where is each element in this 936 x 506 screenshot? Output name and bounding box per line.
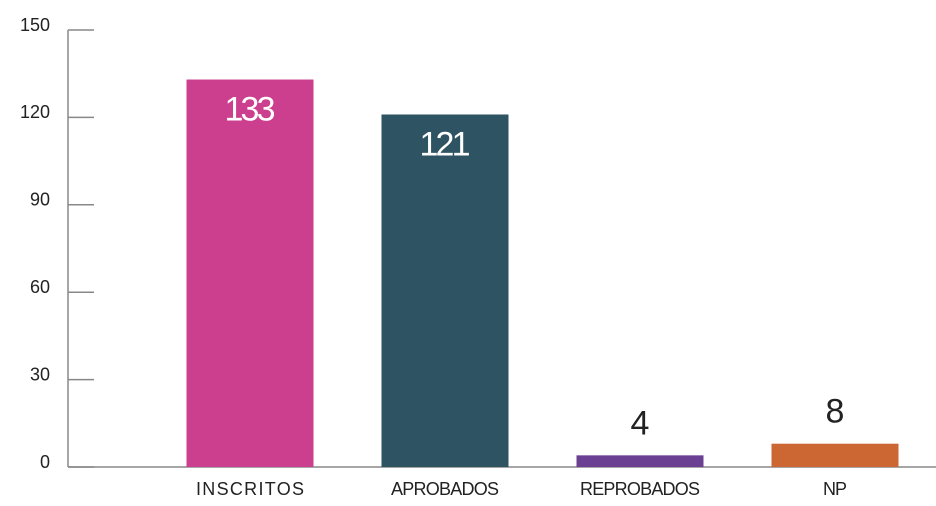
- x-tick-label: NP: [823, 479, 847, 499]
- data-label: 8: [826, 393, 845, 431]
- x-tick-label: APROBADOS: [391, 479, 499, 499]
- bar: [381, 114, 509, 467]
- data-label: 133: [225, 91, 276, 129]
- y-tick-label: 0: [40, 452, 50, 472]
- y-tick-label: 90: [30, 190, 50, 210]
- bar: [771, 443, 899, 467]
- y-tick-label: 150: [20, 15, 50, 35]
- data-label: 121: [420, 125, 471, 163]
- y-tick-label: 120: [20, 102, 50, 122]
- y-tick-label: 30: [30, 364, 50, 384]
- x-tick-label: INSCRITOS: [196, 479, 304, 499]
- bar: [576, 455, 704, 467]
- bar: [186, 79, 314, 467]
- x-tick-label: REPROBADOS: [580, 479, 700, 499]
- data-label: 4: [631, 404, 650, 442]
- y-tick-label: 60: [30, 277, 50, 297]
